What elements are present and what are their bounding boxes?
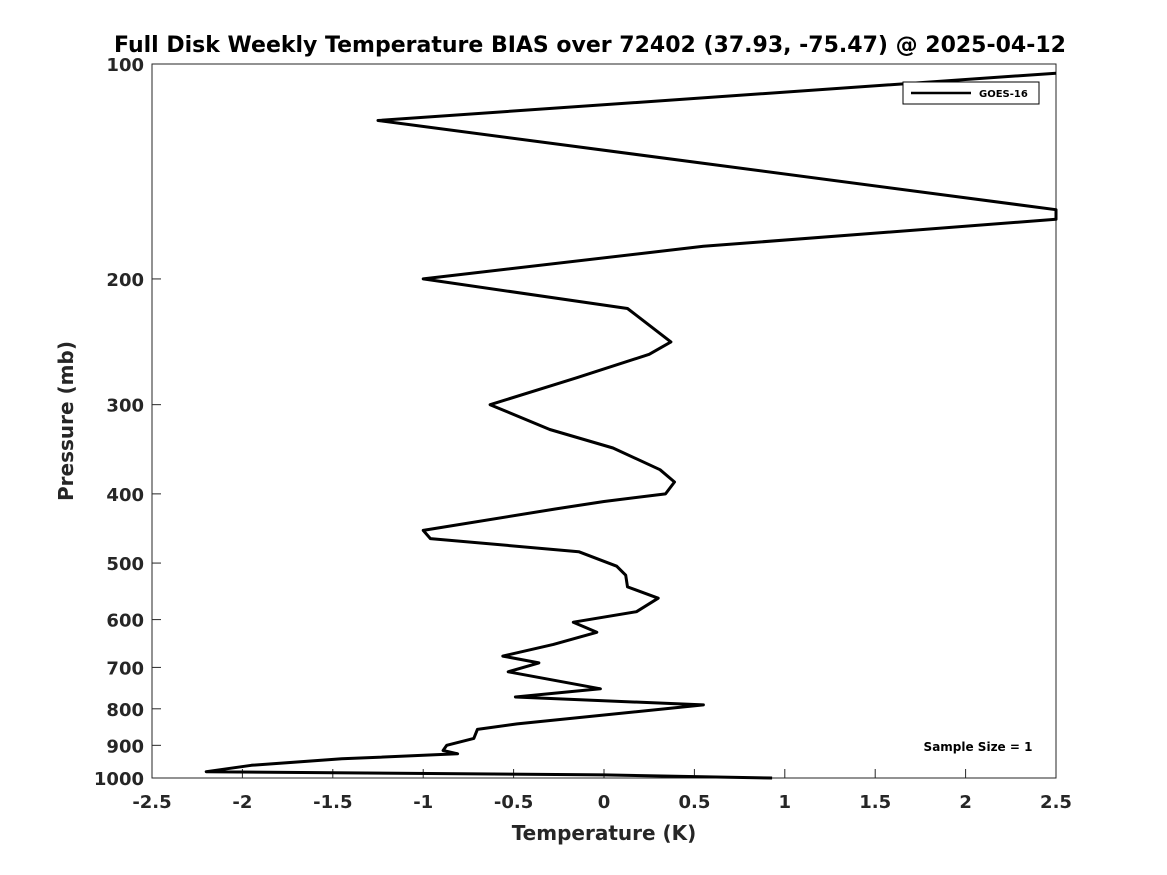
y-tick-label: 1000 [94,769,144,790]
y-tick-label: 800 [106,700,144,721]
x-axis-label: Temperature (K) [512,821,697,845]
x-tick-label: 0.5 [678,792,710,813]
plot-area: -2.5 -2 -1.5 -1 -0.5 0 0.5 1 1.5 2 2.5 100 200 300 40… [94,55,1072,813]
x-tick-label: 0 [598,792,611,813]
legend: GOES-16 [902,81,1040,105]
y-tick-label: 400 [106,485,144,506]
sample-size-annotation: Sample Size = 1 [924,740,1033,754]
x-tick-label: 2.5 [1040,792,1072,813]
series-layer [204,71,1058,780]
x-tick-label: 1 [779,792,792,813]
x-axis-ticks: -2.5 -2 -1.5 -1 -0.5 0 0.5 1 1.5 2 2.5 [132,769,1072,813]
y-tick-label: 900 [106,736,144,757]
y-tick-label: 500 [106,554,144,575]
y-axis-ticks: 100 200 300 400 500 600 700 800 900 1000 [94,55,161,790]
y-tick-label: 300 [106,396,144,417]
y-tick-label: 700 [106,658,144,679]
x-tick-label: -2.5 [132,792,171,813]
y-tick-label: 100 [106,55,144,76]
series-line-goes-16 [204,71,1058,780]
x-tick-label: -2 [232,792,252,813]
chart-title: Full Disk Weekly Temperature BIAS over 7… [114,33,1066,58]
x-tick-label: -1 [413,792,433,813]
x-tick-label: 2 [959,792,972,813]
y-axis-label: Pressure (mb) [54,341,78,501]
legend-label-goes-16: GOES-16 [979,89,1028,100]
x-tick-label: -1.5 [313,792,352,813]
y-tick-label: 200 [106,270,144,291]
x-tick-label: 1.5 [859,792,891,813]
x-tick-label: -0.5 [494,792,533,813]
y-tick-label: 600 [106,611,144,632]
